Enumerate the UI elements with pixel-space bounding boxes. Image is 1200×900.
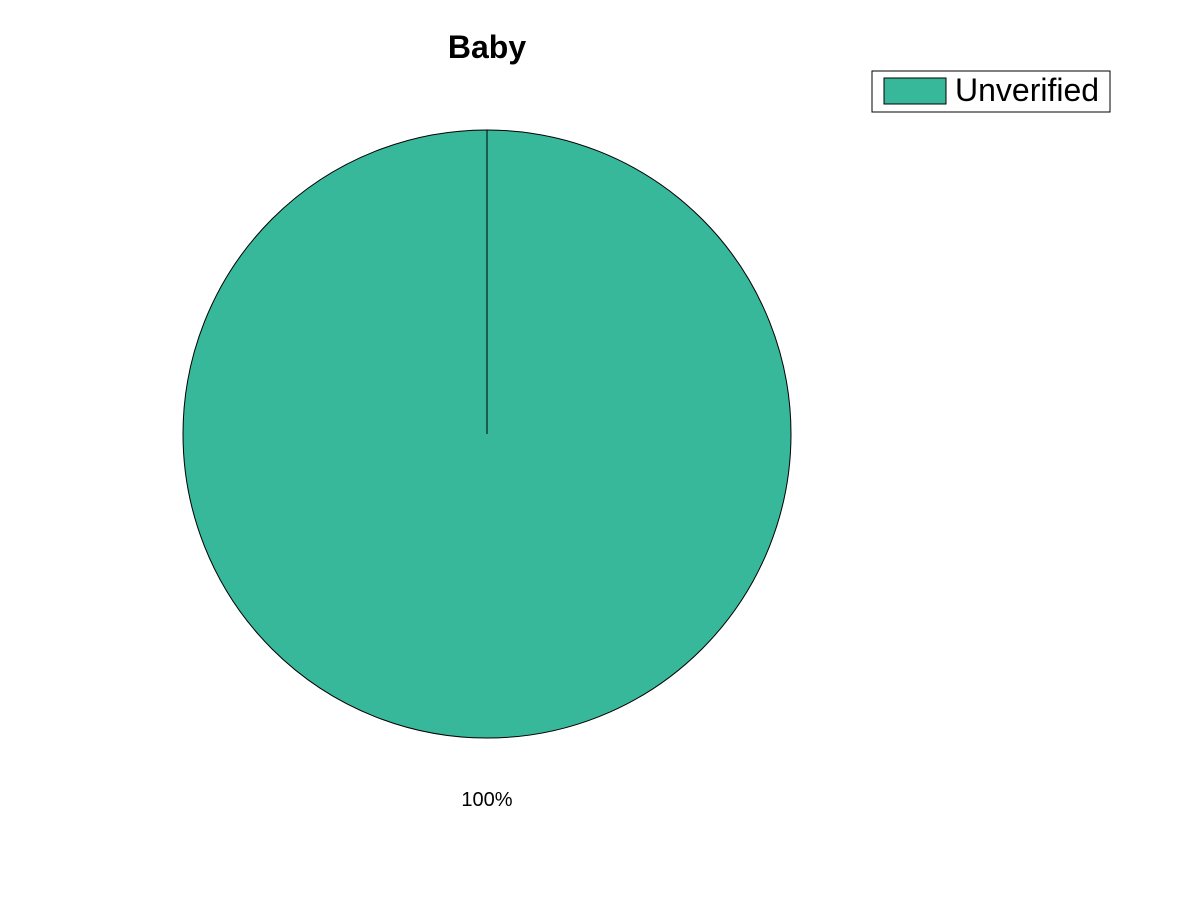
legend-swatch (883, 77, 947, 105)
legend-label: Unverified (955, 72, 1099, 108)
pie-slice-label: 100% (461, 789, 512, 811)
pie-labels: 100% (461, 789, 512, 811)
legend: Unverified (871, 70, 1111, 113)
pie-slices (182, 129, 792, 739)
chart-title: Baby (448, 29, 526, 65)
legend-entries: Unverified (883, 72, 1099, 108)
